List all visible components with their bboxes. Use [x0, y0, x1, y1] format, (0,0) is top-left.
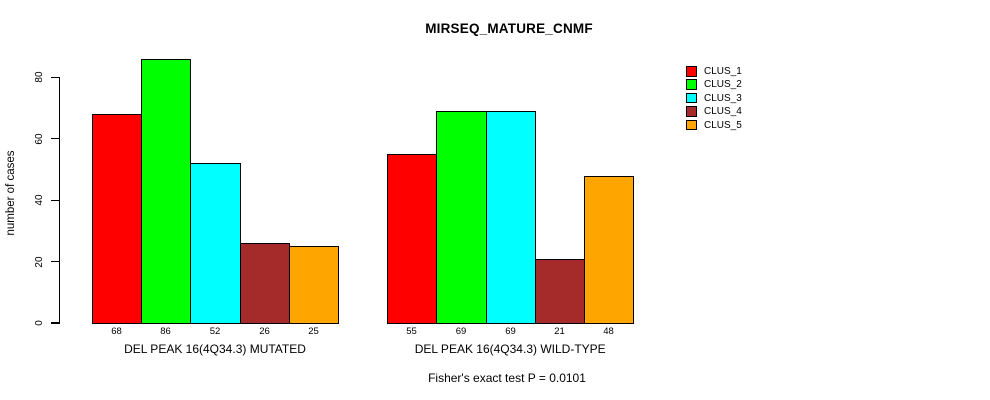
y-axis-tick [51, 138, 59, 140]
bar-clus_4-group1 [240, 243, 290, 324]
legend-label: CLUS_3 [704, 92, 742, 104]
bar-value-label: 52 [209, 326, 221, 337]
legend-swatch-clus_5 [686, 119, 697, 131]
bar-clus_2-group1 [141, 59, 191, 324]
fisher-test-note: Fisher's exact test P = 0.0101 [428, 371, 586, 385]
bar-value-label: 69 [455, 326, 467, 337]
chart-title: MIRSEQ_MATURE_CNMF [425, 21, 593, 36]
bar-clus_2-group2 [436, 111, 487, 324]
legend-label: CLUS_2 [704, 79, 742, 91]
group-label: DEL PEAK 16(4Q34.3) WILD-TYPE [414, 342, 606, 356]
bar-clus_5-group2 [584, 176, 634, 324]
y-axis-line [59, 77, 61, 324]
bar-value-label: 55 [406, 326, 417, 337]
y-axis-tick [51, 261, 59, 263]
bar-clus_5-group1 [289, 246, 339, 324]
bar-value-label: 25 [308, 326, 319, 337]
bar-value-label: 69 [505, 326, 516, 337]
bar-clus_3-group2 [486, 111, 536, 324]
bar-clus_1-group2 [387, 154, 437, 324]
legend-label: CLUS_4 [704, 106, 742, 118]
group-label: DEL PEAK 16(4Q34.3) MUTATED [124, 342, 306, 356]
legend-swatch-clus_4 [686, 106, 697, 117]
legend-label: CLUS_1 [704, 66, 742, 77]
bar-clus_1-group1 [92, 114, 142, 324]
y-axis-tick [51, 322, 59, 324]
legend-swatch-clus_1 [686, 66, 697, 77]
legend-swatch-clus_3 [686, 92, 697, 104]
legend-swatch-clus_2 [686, 79, 697, 90]
y-axis-tick [51, 76, 59, 78]
bar-value-label: 48 [603, 326, 614, 337]
bar-value-label: 86 [160, 326, 171, 337]
bar-value-label: 21 [554, 326, 565, 337]
bar-value-label: 68 [111, 326, 122, 337]
bar-clus_4-group2 [535, 259, 585, 324]
bar-value-label: 26 [259, 326, 270, 337]
legend-label: CLUS_5 [704, 119, 742, 131]
y-axis-tick [51, 199, 59, 201]
